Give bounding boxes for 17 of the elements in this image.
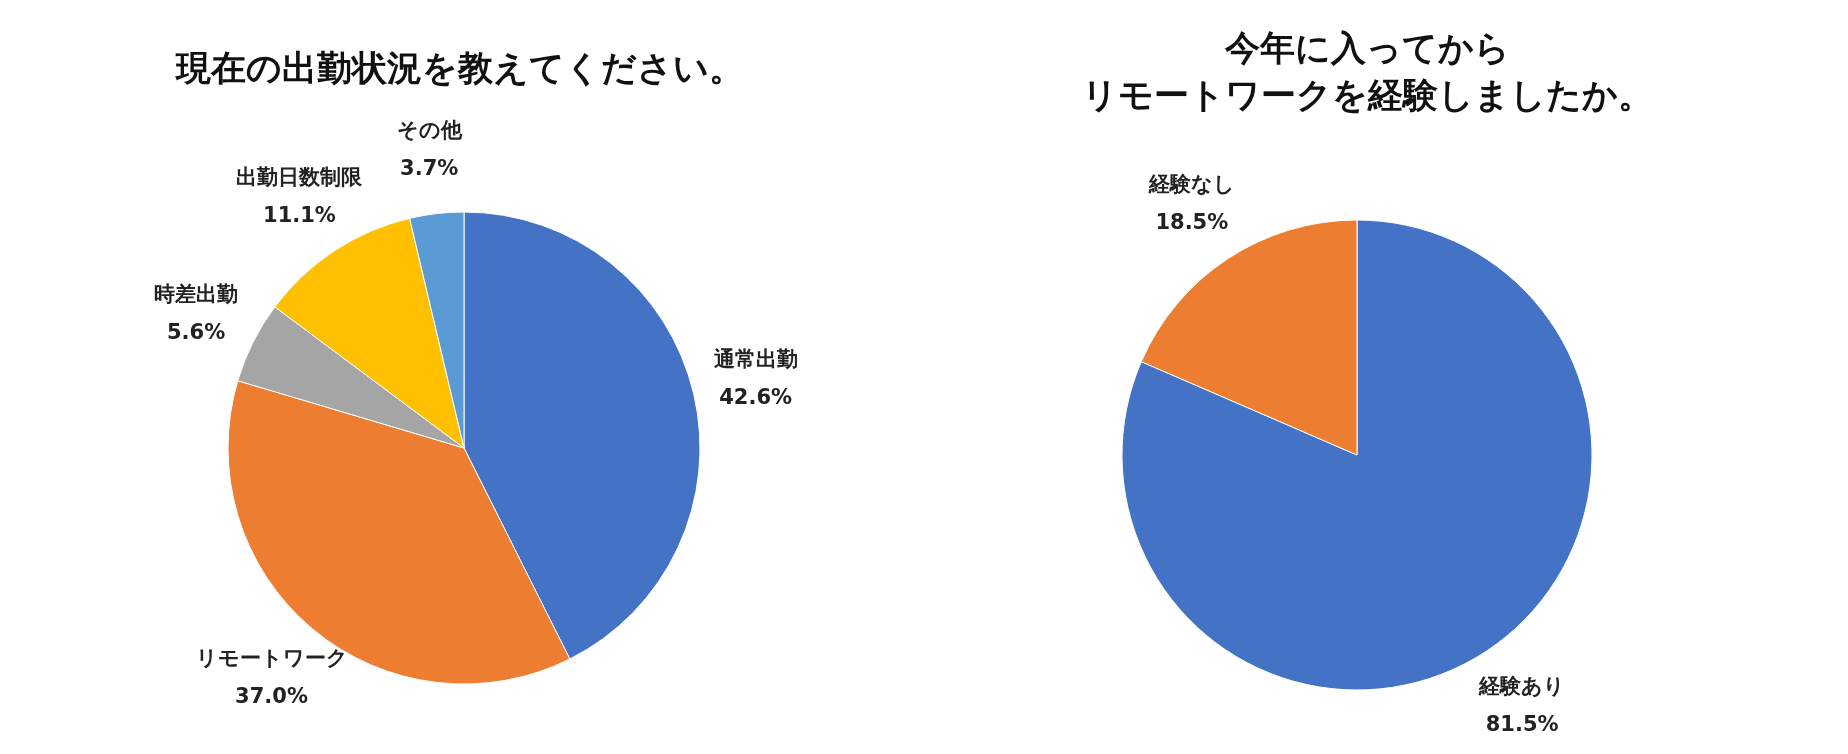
slice-label: 経験なし [1147,171,1235,196]
data-label: 5.6% [166,319,226,344]
data-label: 18.5% [1155,209,1229,234]
slice-label: 時差出勤 [154,281,239,306]
data-label: 11.1% [263,203,336,228]
data-label: 37.0% [235,683,308,708]
slice-label: 経験あり [1478,674,1566,699]
chart-subtitle: リモートワークを経験しましたか。 [1081,75,1653,115]
data-label: 81.5% [1485,712,1559,737]
slice-label: その他 [396,118,463,143]
data-label: 3.7% [400,156,459,181]
chart-title: 今年に入ってから [1223,28,1510,68]
slice-label: 通常出勤 [712,346,798,371]
slice-label: 出勤日数制限 [236,165,364,190]
data-label: 42.6% [719,384,793,409]
chart-title: 現在の出勤状況を教えてください。 [175,48,744,88]
slice-label: リモートワーク [195,645,348,670]
